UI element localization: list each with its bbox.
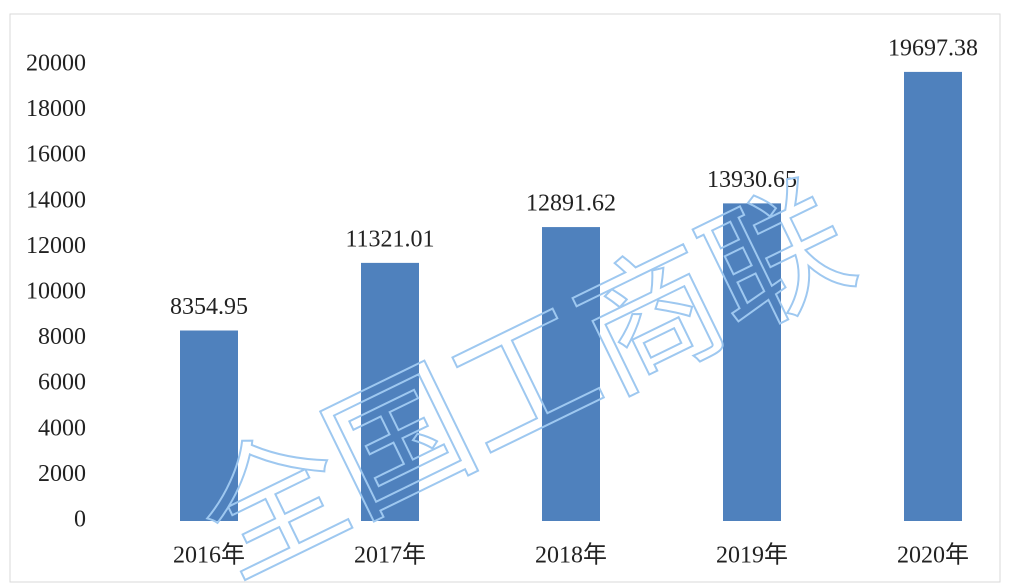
x-tick-label: 2018年 [535, 542, 607, 569]
y-tick-label: 12000 [26, 233, 86, 259]
y-tick-label: 18000 [26, 96, 86, 122]
data-label: 11321.01 [345, 226, 434, 252]
y-tick-label: 20000 [26, 51, 86, 77]
y-tick-label: 6000 [38, 370, 86, 396]
data-label: 8354.95 [170, 294, 248, 320]
bar [542, 227, 600, 522]
bar [723, 203, 781, 522]
y-tick-label: 2000 [38, 461, 86, 487]
data-label: 13930.65 [707, 167, 797, 193]
chart-border [9, 13, 1001, 583]
data-label: 12891.62 [526, 191, 616, 217]
y-tick-label: 4000 [38, 415, 86, 441]
y-tick-label: 14000 [26, 187, 86, 213]
x-tick-label: 2017年 [354, 542, 426, 569]
y-tick-label: 10000 [26, 279, 86, 305]
bar [180, 330, 238, 521]
x-tick-label: 2020年 [897, 542, 969, 569]
y-tick-label: 0 [74, 507, 86, 533]
x-tick-label: 2016年 [173, 542, 245, 569]
y-tick-label: 16000 [26, 142, 86, 168]
data-label: 19697.38 [888, 35, 978, 61]
y-tick-label: 8000 [38, 324, 86, 350]
x-tick-label: 2019年 [716, 542, 788, 569]
bar [361, 262, 419, 521]
bar [904, 71, 962, 522]
